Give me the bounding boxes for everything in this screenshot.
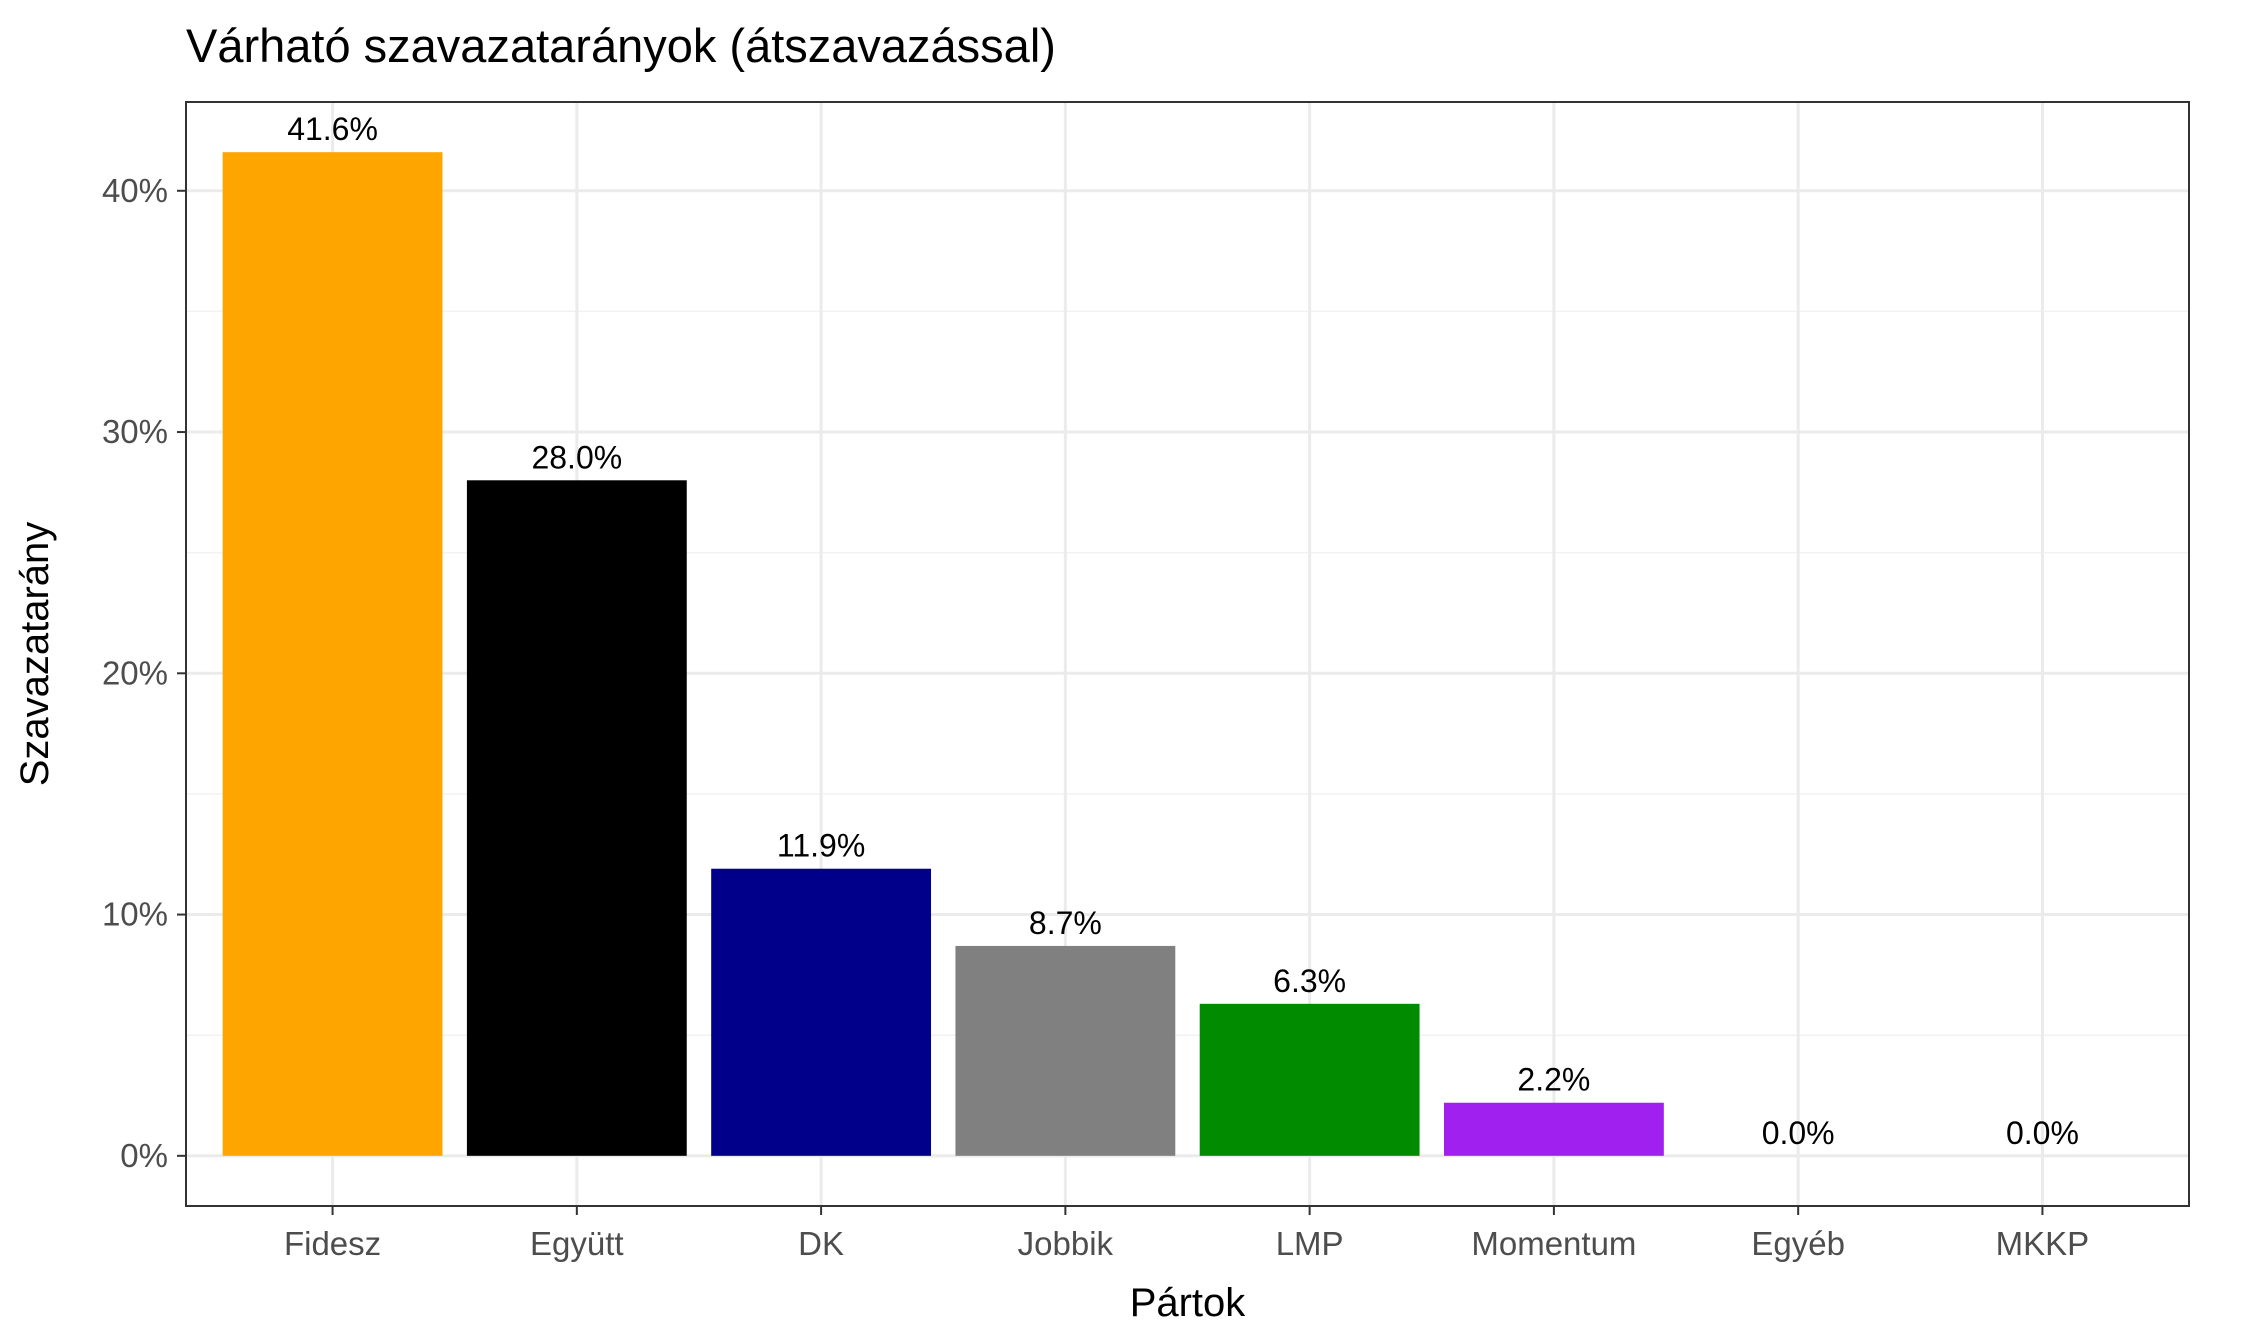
bar-jobbik (955, 945, 1176, 1156)
x-tick-label-együtt: Együtt (530, 1225, 624, 1262)
x-tick-label-fidesz: Fidesz (284, 1225, 381, 1262)
y-tick-label: 40% (102, 172, 168, 209)
x-tick-label-lmp: LMP (1276, 1225, 1344, 1262)
data-label-egyéb: 0.0% (1762, 1115, 1835, 1151)
y-axis: 0% 10% 20% 30% 40% (102, 172, 186, 1174)
y-tick-label: 20% (102, 654, 168, 691)
data-label-együtt: 28.0% (531, 439, 622, 475)
bar-momentum (1443, 1102, 1664, 1156)
x-tick-label-jobbik: Jobbik (1018, 1225, 1114, 1262)
y-axis-title: Szavazatarány (13, 522, 57, 787)
data-label-dk: 11.9% (777, 828, 865, 864)
panel-border (185, 101, 2190, 1207)
y-tick-label: 10% (102, 896, 168, 933)
bars (222, 152, 1664, 1156)
data-label-jobbik: 8.7% (1029, 905, 1102, 941)
y-tick-label: 30% (102, 413, 168, 450)
bar-lmp (1199, 1003, 1420, 1156)
data-label-fidesz: 41.6% (287, 111, 378, 147)
x-tick-label-egyéb: Egyéb (1751, 1225, 1845, 1262)
y-tick-label: 0% (120, 1137, 168, 1174)
x-tick-label-mkkp: MKKP (1996, 1225, 2090, 1262)
bar-fidesz (222, 152, 443, 1156)
x-axis: Fidesz Együtt DK Jobbik LMP Momentum Egyéb MKKP (284, 1206, 2089, 1262)
x-tick-label-momentum: Momentum (1471, 1225, 1636, 1262)
data-label-lmp: 6.3% (1273, 963, 1346, 999)
bar-dk (711, 868, 932, 1156)
x-axis-title: Pártok (1130, 1281, 1247, 1325)
data-label-momentum: 2.2% (1517, 1062, 1590, 1098)
x-tick-label-dk: DK (798, 1225, 844, 1262)
bar-együtt (466, 480, 687, 1156)
data-labels: 41.6% 28.0% 11.9% 8.7% 6.3% 2.2% 0.0% 0.0% (287, 111, 2079, 1151)
data-label-mkkp: 0.0% (2006, 1115, 2079, 1151)
chart-title: Várható szavazatarányok (átszavazással) (186, 19, 1056, 72)
